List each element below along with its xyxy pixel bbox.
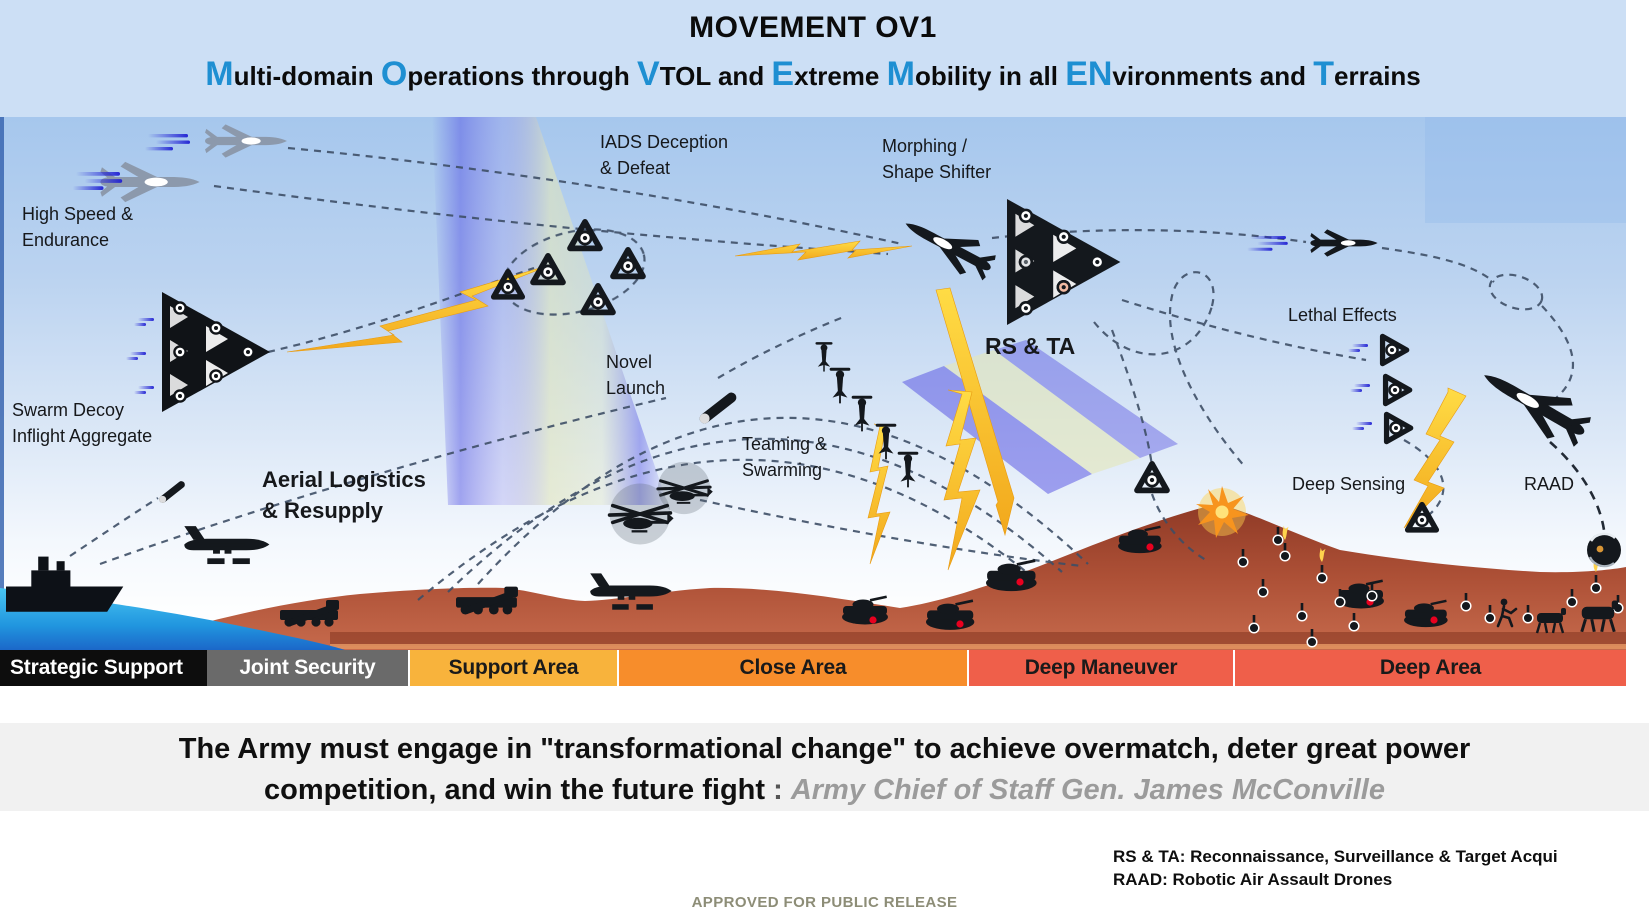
subtitle-text: ulti-domain bbox=[233, 61, 381, 91]
acronym-list: RS & TA: Reconnaissance, Surveillance & … bbox=[1113, 845, 1558, 891]
subtitle-highlight: EN bbox=[1065, 55, 1113, 93]
subtitle-text: obility in all bbox=[914, 61, 1066, 91]
header: MOVEMENT OV1 Multi-domain Operations thr… bbox=[0, 0, 1626, 117]
label-novel-launch: Novel Launch bbox=[606, 352, 666, 398]
ov1-diagram: High Speed & Endurance Swarm Decoy Inflig… bbox=[0, 117, 1649, 686]
quote-banner: The Army must engage in "transformationa… bbox=[0, 723, 1649, 811]
label-teaming-swarming: Teaming & Swarming bbox=[742, 434, 828, 480]
subtitle-highlight: E bbox=[771, 55, 795, 93]
band-close-area: Close Area bbox=[617, 650, 967, 686]
subtitle-highlight: V bbox=[637, 55, 660, 93]
label-high-speed-endurance: High Speed & Endurance bbox=[22, 204, 134, 250]
subtitle-highlight: M bbox=[205, 55, 234, 93]
acronym-line: RAAD: Robotic Air Assault Drones bbox=[1113, 870, 1393, 889]
quote-line2-main: competition, and win the future fight bbox=[264, 774, 766, 806]
band-deep-area: Deep Area bbox=[1233, 650, 1626, 686]
label-morphing-shape-shifter: Morphing / Shape Shifter bbox=[882, 136, 992, 182]
page-title: MOVEMENT OV1 bbox=[689, 11, 937, 44]
quote-line1: The Army must engage in "transformationa… bbox=[178, 733, 1471, 765]
area-bands: Strategic Support Joint Security Support A… bbox=[0, 650, 1626, 686]
label-rs-ta: RS & TA bbox=[985, 333, 1076, 359]
subtitle-text: vironments and bbox=[1112, 61, 1314, 91]
quote-line2: competition, and win the future fight : … bbox=[0, 770, 1649, 811]
approved-for-public-release: APPROVED FOR PUBLIC RELEASE bbox=[691, 894, 958, 911]
label-swarm-decoy-inflight-aggregate: Swarm Decoy Inflight Aggregate bbox=[12, 400, 153, 446]
subtitle: Multi-domain Operations through VTOL and… bbox=[78, 54, 1548, 96]
subtitle-highlight: M bbox=[886, 55, 915, 93]
band-joint-security: Joint Security bbox=[207, 650, 408, 686]
label-iads-deception-defeat: IADS Deception & Defeat bbox=[600, 132, 729, 178]
band-deep-maneuver: Deep Maneuver bbox=[967, 650, 1233, 686]
subtitle-text: perations through bbox=[407, 61, 638, 91]
label-aerial-logistics-resupply: Aerial Logistics & Resupply bbox=[262, 467, 426, 524]
acronym-line: RS & TA: Reconnaissance, Surveillance & … bbox=[1113, 847, 1558, 866]
subtitle-text: xtreme bbox=[794, 61, 887, 91]
band-support-area: Support Area bbox=[408, 650, 617, 686]
diagram-labels: High Speed & Endurance Swarm Decoy Inflig… bbox=[0, 117, 1649, 686]
quote-separator: : bbox=[765, 774, 791, 806]
band-strategic-support: Strategic Support bbox=[0, 650, 207, 686]
subtitle-highlight: T bbox=[1313, 55, 1335, 93]
quote-attribution: Army Chief of Staff Gen. James McConvill… bbox=[790, 774, 1385, 806]
subtitle-text: TOL and bbox=[659, 61, 772, 91]
subtitle-text: errains bbox=[1334, 61, 1421, 91]
label-deep-sensing: Deep Sensing bbox=[1292, 474, 1406, 494]
label-raad: RAAD bbox=[1524, 474, 1575, 494]
label-lethal-effects: Lethal Effects bbox=[1288, 305, 1397, 325]
subtitle-highlight: O bbox=[380, 55, 408, 93]
